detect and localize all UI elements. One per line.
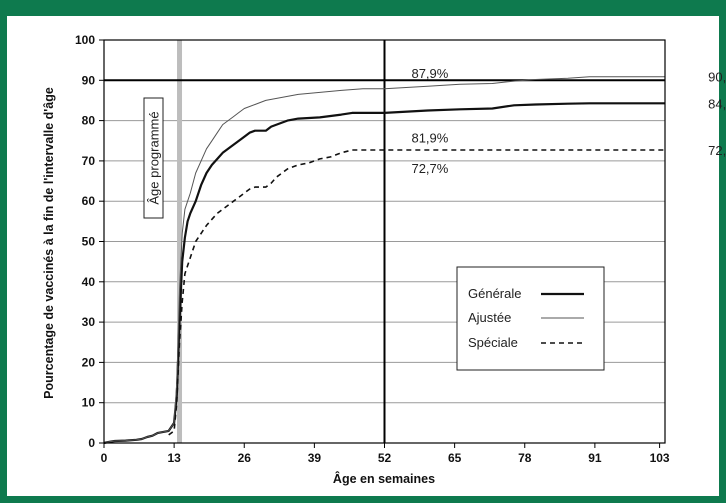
tick-label-y-60: 60 (82, 194, 96, 208)
tick-label-x-65: 65 (448, 451, 462, 465)
value-annotations: 87,9% 81,9% 72,7% 90,9% 84,3% 72,7% (411, 66, 726, 176)
legend: Générale Ajustée Spéciale (456, 266, 605, 371)
tick-label-y-80: 80 (82, 114, 96, 128)
tick-label-x-52: 52 (378, 451, 392, 465)
tick-label-y-70: 70 (82, 154, 96, 168)
header-band (0, 0, 726, 16)
annotation-2: 72,7% (411, 161, 448, 176)
reference-lines (104, 40, 665, 443)
tick-label-x-91: 91 (588, 451, 602, 465)
tick-label-y-100: 100 (75, 33, 95, 47)
series-lines (103, 76, 665, 445)
legend-label-speciale: Spéciale (468, 335, 518, 350)
annotation-0: 87,9% (411, 66, 448, 81)
tick-label-x-0: 0 (101, 451, 108, 465)
scheduled-age-label-text: Âge programmé (147, 111, 162, 204)
annotation-5: 72,7% (708, 143, 726, 158)
tick-label-x-103: 103 (650, 451, 670, 465)
tick-label-x-39: 39 (308, 451, 322, 465)
tick-label-y-0: 0 (88, 436, 95, 450)
axis-ticks: 0 10 20 30 40 50 60 70 80 90 100 0 13 26 39 52 65 78 91 103 (75, 33, 670, 465)
tick-label-y-20: 20 (82, 355, 96, 369)
annotation-3: 90,9% (708, 70, 726, 85)
legend-label-generale: Générale (468, 286, 521, 301)
tick-label-y-40: 40 (82, 275, 96, 289)
annotation-1: 81,9% (411, 131, 448, 146)
tick-label-y-30: 30 (82, 315, 96, 329)
tick-label-y-50: 50 (82, 235, 96, 249)
y-axis-title: Pourcentage de vaccinés à la fin de l'in… (42, 87, 56, 399)
tick-label-x-26: 26 (238, 451, 252, 465)
scheduled-age-label: Âge programmé (143, 97, 164, 219)
tick-label-y-90: 90 (82, 73, 96, 87)
tick-label-y-10: 10 (82, 396, 96, 410)
scheduled-age-label-box (143, 97, 164, 219)
annotation-4: 84,3% (708, 96, 726, 111)
tick-label-x-78: 78 (518, 451, 532, 465)
x-axis-title: Âge en semaines (333, 471, 435, 486)
legend-label-ajustee: Ajustée (468, 310, 511, 325)
series-line-1 (103, 76, 665, 444)
tick-label-x-13: 13 (167, 451, 181, 465)
